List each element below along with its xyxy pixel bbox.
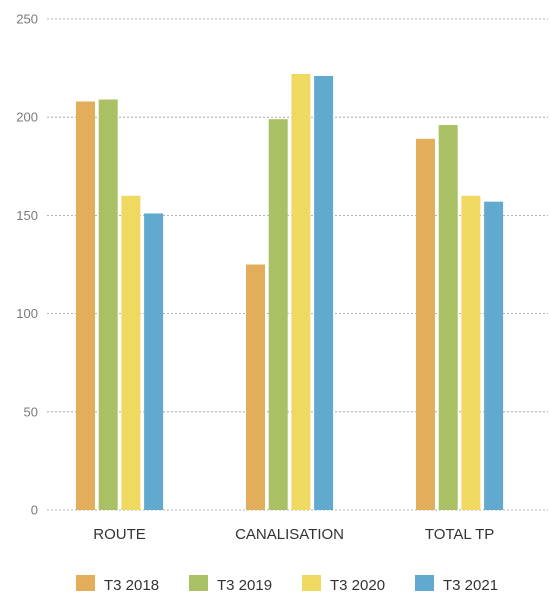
legend-swatch — [189, 575, 208, 591]
x-category-label: ROUTE — [93, 526, 146, 543]
bar-t3-2021-canalisation[interactable] — [314, 75, 334, 511]
legend-item[interactable]: T3 2020 — [302, 575, 385, 594]
y-tick-label: 250 — [16, 12, 38, 27]
bar-t3-2020-canalisation[interactable] — [291, 73, 311, 510]
x-category-label: TOTAL TP — [425, 526, 494, 543]
legend-item[interactable]: T3 2021 — [415, 575, 498, 594]
bar-t3-2020-total-tp[interactable] — [461, 195, 481, 510]
legend-swatch — [76, 575, 95, 591]
bar-t3-2018-route[interactable] — [76, 101, 95, 510]
bar-t3-2019-canalisation[interactable] — [268, 119, 288, 510]
bar-t3-2019-route[interactable] — [98, 99, 118, 511]
legend-item[interactable]: T3 2019 — [189, 575, 272, 594]
legend-label: T3 2018 — [104, 577, 159, 591]
y-tick-label: 200 — [16, 110, 38, 125]
y-tick-label: 0 — [31, 503, 38, 518]
bar-t3-2020-route[interactable] — [121, 195, 141, 510]
y-tick-label: 50 — [24, 404, 38, 419]
bar-t3-2018-canalisation[interactable] — [246, 264, 265, 511]
bar-t3-2019-total-tp[interactable] — [438, 125, 458, 510]
legend-swatch — [302, 575, 321, 591]
legend-item[interactable]: T3 2018 — [76, 575, 159, 594]
bar-t3-2018-total-tp[interactable] — [416, 138, 435, 510]
legend: T3 2018 T3 2019 T3 2020 T3 2021 — [76, 575, 498, 594]
bars-layer — [76, 73, 504, 511]
bar-t3-2021-route[interactable] — [144, 213, 164, 510]
legend-label: T3 2020 — [330, 577, 385, 591]
legend-label: T3 2021 — [443, 577, 498, 591]
y-tick-label: 150 — [16, 208, 38, 223]
x-category-label: CANALISATION — [235, 526, 344, 543]
legend-swatch — [415, 575, 434, 591]
x-axis-categories: ROUTE CANALISATION TOTAL TP — [93, 526, 494, 543]
y-tick-label: 100 — [16, 306, 38, 321]
bar-t3-2021-total-tp[interactable] — [484, 201, 504, 511]
y-axis-ticks: 0 50 100 150 200 250 — [16, 12, 38, 518]
legend-label: T3 2019 — [217, 577, 272, 591]
